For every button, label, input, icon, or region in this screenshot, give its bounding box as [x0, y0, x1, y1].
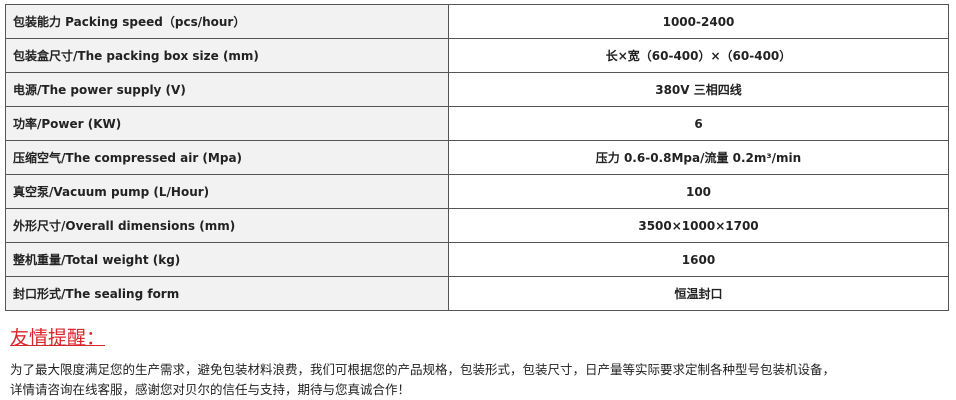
- table-body: 包装能力 Packing speed（pcs/hour） 1000-2400 包装盒…: [5, 4, 949, 311]
- spec-label: 封口形式/The sealing form: [5, 276, 449, 311]
- spec-value: 3500×1000×1700: [448, 208, 949, 243]
- table-row: 压缩空气/The compressed air (Mpa) 压力 0.6-0.8M…: [5, 140, 949, 175]
- spec-table: 包装能力 Packing speed（pcs/hour） 1000-2400 包装盒…: [5, 4, 949, 311]
- table-row: 功率/Power (KW) 6: [5, 106, 949, 141]
- spec-value: 6: [448, 106, 949, 141]
- table-row: 电源/The power supply (V) 380V 三相四线: [5, 72, 949, 107]
- spec-label: 包装盒尺寸/The packing box size (mm): [5, 38, 449, 73]
- table-row: 包装能力 Packing speed（pcs/hour） 1000-2400: [5, 4, 949, 39]
- spec-value: 380V 三相四线: [448, 72, 949, 107]
- notice-line: 详情请咨询在线客服，感谢您对贝尔的信任与支持，期待与您真诚合作！: [10, 382, 411, 397]
- spec-value: 100: [448, 174, 949, 209]
- spec-value: 长×宽（60-400）×（60-400）: [448, 38, 949, 73]
- spec-value: 1000-2400: [448, 4, 949, 39]
- spec-label: 包装能力 Packing speed（pcs/hour）: [5, 4, 449, 39]
- spec-value: 1600: [448, 242, 949, 277]
- notice-line: 为了最大限度满足您的生产需求，避免包装材料浪费，我们可根据您的产品规格，包装形式…: [10, 362, 836, 377]
- spec-value: 恒温封口: [448, 276, 949, 311]
- spec-label: 整机重量/Total weight (kg): [5, 242, 449, 277]
- table-row: 整机重量/Total weight (kg) 1600: [5, 242, 949, 277]
- table-row: 包装盒尺寸/The packing box size (mm) 长×宽（60-40…: [5, 38, 949, 73]
- spec-label: 功率/Power (KW): [5, 106, 449, 141]
- spec-label: 电源/The power supply (V): [5, 72, 449, 107]
- spec-label: 外形尺寸/Overall dimensions (mm): [5, 208, 449, 243]
- table-row: 封口形式/The sealing form 恒温封口: [5, 276, 949, 311]
- table-row: 外形尺寸/Overall dimensions (mm) 3500×1000×17…: [5, 208, 949, 243]
- table-row: 真空泵/Vacuum pump (L/Hour) 100: [5, 174, 949, 209]
- spec-label: 压缩空气/The compressed air (Mpa): [5, 140, 449, 175]
- spec-value: 压力 0.6-0.8Mpa/流量 0.2m³/min: [448, 140, 949, 175]
- notice-title: 友情提醒：: [10, 327, 106, 349]
- spec-label: 真空泵/Vacuum pump (L/Hour): [5, 174, 449, 209]
